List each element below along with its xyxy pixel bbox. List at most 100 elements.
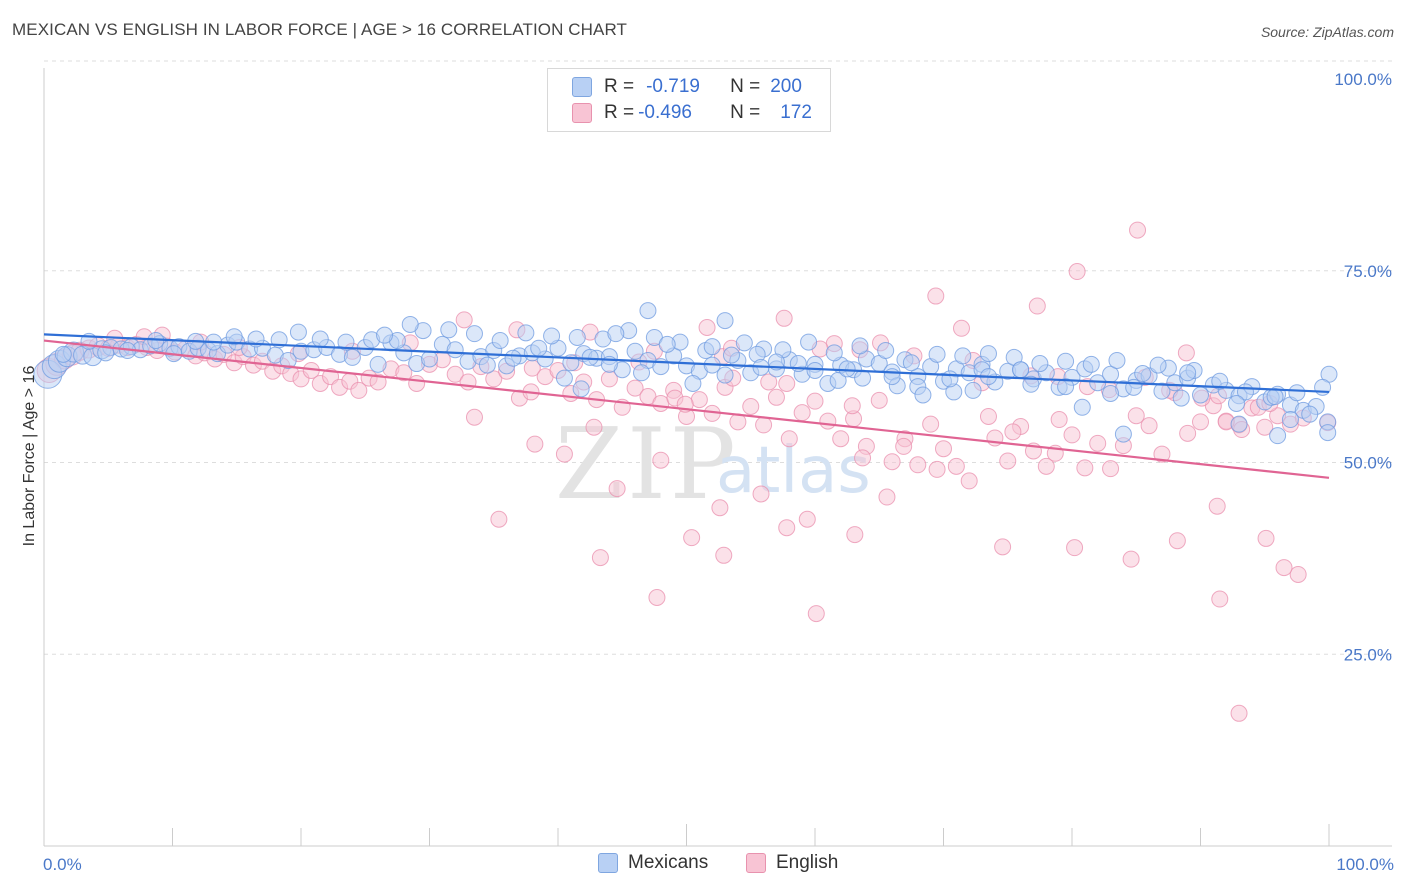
mexican-point — [555, 369, 573, 387]
english-point — [760, 373, 778, 391]
english-point — [1168, 532, 1186, 550]
english-point — [1127, 407, 1145, 425]
mexican-point — [1031, 355, 1049, 373]
mexican-point — [311, 330, 329, 348]
english-point — [778, 374, 796, 392]
mexican-point — [639, 302, 657, 320]
y-tick-label-75: 75.0% — [1344, 262, 1392, 281]
mexican-point — [633, 364, 651, 382]
english-point — [1028, 297, 1046, 315]
legend-swatch-mexicans — [598, 853, 618, 873]
mexican-point — [1149, 356, 1167, 374]
legend-row-mexicans: R = -0.719 N = 200 — [572, 75, 802, 99]
mexican-point — [829, 371, 847, 389]
mexican-point — [225, 328, 243, 346]
mexican-point — [1082, 355, 1100, 373]
english-point — [652, 451, 670, 469]
mexican-point — [838, 360, 856, 378]
english-point — [652, 394, 670, 412]
english-point — [608, 480, 626, 498]
mexican-point — [289, 323, 307, 341]
english-point — [1208, 497, 1226, 515]
mexican-point — [337, 333, 355, 351]
english-point — [999, 452, 1017, 470]
english-point — [935, 440, 952, 458]
mexican-point — [343, 348, 361, 366]
english-point — [928, 460, 946, 478]
mexican-point — [279, 351, 297, 369]
english-point — [755, 416, 773, 434]
english-point — [1230, 704, 1248, 722]
y-tick-label-50: 50.0% — [1344, 454, 1392, 473]
mexican-trend-line — [43, 333, 1330, 394]
english-point — [1102, 460, 1120, 478]
english-point — [832, 430, 850, 448]
english-point — [806, 392, 824, 410]
english-point — [922, 415, 940, 433]
y-axis-title: In Labor Force | Age > 16 — [21, 366, 38, 547]
legend-row-english: R = -0.496 N = 172 — [572, 101, 812, 125]
mexican-point — [1057, 378, 1075, 396]
mexican-point — [401, 315, 419, 333]
mexican-point — [1179, 364, 1197, 382]
english-point — [1153, 445, 1171, 463]
axis-labels: 100.0% 75.0% 50.0% 25.0% 0.0% 100.0% In Labor … — [21, 70, 1394, 874]
english-point — [846, 526, 864, 544]
mexican-point — [1269, 427, 1287, 445]
legend-swatch-english — [746, 853, 766, 873]
mexican-point — [572, 380, 590, 398]
english-point — [369, 373, 387, 391]
correlation-legend: R = -0.719 N = 200 R = -0.496 N = 172 — [547, 68, 831, 132]
y-tick-label-25: 25.0% — [1344, 645, 1392, 664]
legend-item-mexicans[interactable]: Mexicans — [598, 852, 708, 874]
mexican-point — [877, 342, 895, 360]
legend-item-english[interactable]: English — [746, 852, 838, 874]
english-point — [1275, 559, 1293, 577]
english-point — [648, 588, 666, 606]
mexican-point — [1288, 384, 1306, 402]
legend-n-label: N = — [730, 102, 761, 123]
english-point — [1089, 434, 1107, 452]
english-point — [555, 445, 573, 463]
english-point — [952, 319, 970, 337]
english-point — [485, 370, 503, 388]
mexican-point — [851, 337, 869, 355]
english-point — [854, 449, 872, 467]
english-point — [1177, 344, 1195, 362]
mexican-point — [54, 345, 72, 363]
english-point — [1129, 221, 1147, 239]
english-point — [395, 364, 413, 382]
english-point — [1211, 590, 1229, 608]
mexican-point — [369, 355, 387, 373]
mexican-point — [928, 345, 946, 363]
mexican-point — [825, 344, 843, 362]
english-point — [883, 453, 901, 471]
legend-r-label: R = — [604, 76, 635, 97]
mexican-point — [1172, 389, 1190, 407]
gridlines — [44, 60, 1392, 655]
english-point — [778, 519, 796, 537]
english-point — [1256, 418, 1274, 436]
legend-r-label: R = — [604, 102, 635, 123]
english-point — [742, 398, 760, 416]
legend-label-english: English — [776, 852, 839, 873]
mexican-point — [607, 325, 625, 343]
mexican-point — [1227, 394, 1245, 412]
legend-swatch-mexicans — [572, 77, 592, 97]
mexican-point — [1057, 352, 1075, 370]
mexican-point — [902, 354, 920, 372]
english-point — [793, 404, 811, 422]
english-point — [752, 485, 770, 503]
english-point — [526, 435, 544, 453]
english-point — [927, 287, 945, 305]
legend-r-value: -0.719 — [646, 76, 700, 97]
mexican-point — [735, 334, 753, 352]
watermark-atlas: atlas — [716, 434, 871, 508]
english-point — [1063, 426, 1081, 444]
english-point — [626, 379, 644, 397]
mexican-point — [1301, 405, 1319, 423]
mexican-point — [1211, 372, 1229, 390]
english-point — [683, 529, 701, 547]
english-point — [585, 418, 603, 436]
mexican-point — [716, 312, 734, 330]
